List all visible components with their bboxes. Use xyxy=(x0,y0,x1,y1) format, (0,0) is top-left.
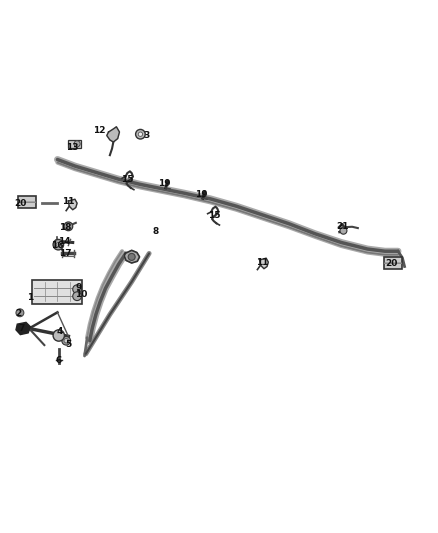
Circle shape xyxy=(64,338,68,343)
Text: 5: 5 xyxy=(65,340,71,349)
Circle shape xyxy=(53,330,64,341)
FancyBboxPatch shape xyxy=(384,257,402,269)
Circle shape xyxy=(340,227,347,234)
Text: 18: 18 xyxy=(59,223,71,232)
Text: 17: 17 xyxy=(59,249,72,258)
Text: 9: 9 xyxy=(75,283,81,292)
Text: 10: 10 xyxy=(75,290,88,299)
Circle shape xyxy=(136,130,145,139)
FancyBboxPatch shape xyxy=(68,140,81,148)
Text: 12: 12 xyxy=(93,126,105,135)
Circle shape xyxy=(53,239,64,250)
FancyBboxPatch shape xyxy=(32,280,82,304)
Text: 19: 19 xyxy=(195,190,208,199)
Circle shape xyxy=(73,285,81,294)
Polygon shape xyxy=(16,322,30,335)
Text: 13: 13 xyxy=(66,143,78,152)
Text: 16: 16 xyxy=(51,241,64,250)
Polygon shape xyxy=(68,199,77,210)
FancyBboxPatch shape xyxy=(18,196,35,207)
Text: 15: 15 xyxy=(208,211,221,220)
Text: 20: 20 xyxy=(385,259,398,268)
Circle shape xyxy=(62,336,71,345)
Text: 21: 21 xyxy=(336,222,348,231)
Text: 15: 15 xyxy=(121,175,134,184)
Circle shape xyxy=(138,132,143,136)
Polygon shape xyxy=(107,127,120,142)
Polygon shape xyxy=(260,258,268,269)
Circle shape xyxy=(56,243,60,247)
Text: 19: 19 xyxy=(158,179,171,188)
Circle shape xyxy=(73,292,81,301)
Text: 11: 11 xyxy=(256,257,269,266)
Text: 1: 1 xyxy=(27,293,34,302)
Circle shape xyxy=(74,141,80,147)
Text: 14: 14 xyxy=(58,237,71,246)
Text: 6: 6 xyxy=(56,356,62,365)
Text: 20: 20 xyxy=(14,199,27,208)
Polygon shape xyxy=(124,251,140,263)
Text: 8: 8 xyxy=(152,227,159,236)
Circle shape xyxy=(128,253,135,261)
Text: 7: 7 xyxy=(18,325,25,334)
Text: 11: 11 xyxy=(62,197,74,206)
Text: 2: 2 xyxy=(15,309,21,318)
Text: 4: 4 xyxy=(57,327,63,336)
Text: 3: 3 xyxy=(144,131,150,140)
Circle shape xyxy=(16,309,24,317)
Circle shape xyxy=(64,222,73,231)
